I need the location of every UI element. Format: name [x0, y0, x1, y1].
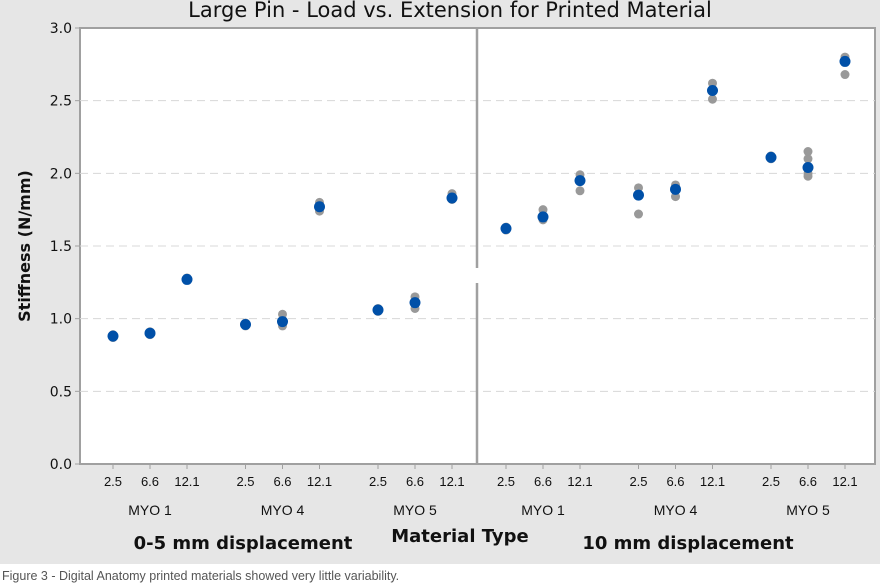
y-tick-label: 2.5 [50, 94, 72, 110]
mean-point [633, 189, 644, 201]
group-label: MYO 4 [654, 502, 698, 518]
group-label: MYO 1 [128, 502, 172, 518]
group-label: MYO 1 [521, 502, 565, 518]
data-point [803, 147, 813, 157]
chart-title: Large Pin - Load vs. Extension for Print… [188, 0, 712, 22]
mean-point [277, 316, 288, 328]
mean-point [372, 304, 384, 316]
mean-point [839, 55, 851, 67]
x-tick-label: 2.5 [497, 474, 515, 489]
mean-point [707, 84, 718, 96]
x-tick-label: 2.5 [762, 474, 780, 489]
mean-point [574, 175, 586, 187]
mean-point [240, 318, 251, 330]
y-tick-label: 1.5 [50, 239, 72, 255]
panel-label: 0-5 mm displacement [134, 533, 353, 554]
mean-point [537, 211, 549, 223]
y-axis-label: Stiffness (N/mm) [15, 170, 34, 322]
y-tick-label: 1.0 [50, 312, 72, 328]
x-tick-label: 2.5 [629, 474, 647, 489]
mean-point [446, 192, 458, 204]
x-tick-label: 12.1 [700, 474, 725, 489]
y-tick-label: 3.0 [50, 21, 72, 37]
mean-point [314, 201, 325, 213]
data-point [708, 94, 717, 104]
panel-label: 10 mm displacement [582, 533, 794, 554]
x-tick-label: 6.6 [273, 474, 291, 489]
x-tick-label: 6.6 [799, 474, 817, 489]
mean-point [500, 223, 512, 235]
data-point [634, 209, 643, 219]
group-label: MYO 4 [261, 502, 305, 518]
x-tick-label: 6.6 [666, 474, 684, 489]
x-tick-label: 2.5 [369, 474, 387, 489]
data-point [803, 154, 813, 164]
x-tick-label: 12.1 [307, 474, 332, 489]
group-label: MYO 5 [786, 502, 830, 518]
y-tick-label: 2.0 [50, 166, 72, 182]
y-tick-label: 0.0 [50, 457, 72, 473]
stiffness-chart: Large Pin - Load vs. Extension for Print… [0, 0, 880, 564]
x-tick-label: 12.1 [439, 474, 464, 489]
x-tick-label: 6.6 [534, 474, 552, 489]
figure-caption: Figure 3 - Digital Anatomy printed mater… [2, 569, 400, 583]
mean-point [107, 330, 119, 342]
x-tick-label: 12.1 [174, 474, 199, 489]
mean-point [765, 151, 777, 163]
x-tick-label: 2.5 [104, 474, 122, 489]
x-tick-label: 6.6 [141, 474, 159, 489]
mean-point [670, 183, 681, 195]
x-tick-label: 2.5 [236, 474, 254, 489]
mean-point [802, 162, 814, 174]
y-tick-label: 0.5 [50, 384, 72, 400]
mean-point [409, 297, 421, 309]
data-point [575, 186, 585, 196]
group-label: MYO 5 [393, 502, 437, 518]
mean-point [144, 327, 156, 339]
x-tick-label: 6.6 [406, 474, 424, 489]
x-axis-label: Material Type [391, 526, 528, 547]
x-tick-label: 12.1 [567, 474, 592, 489]
data-point [840, 70, 850, 80]
mean-point [181, 273, 193, 285]
x-tick-label: 12.1 [832, 474, 857, 489]
